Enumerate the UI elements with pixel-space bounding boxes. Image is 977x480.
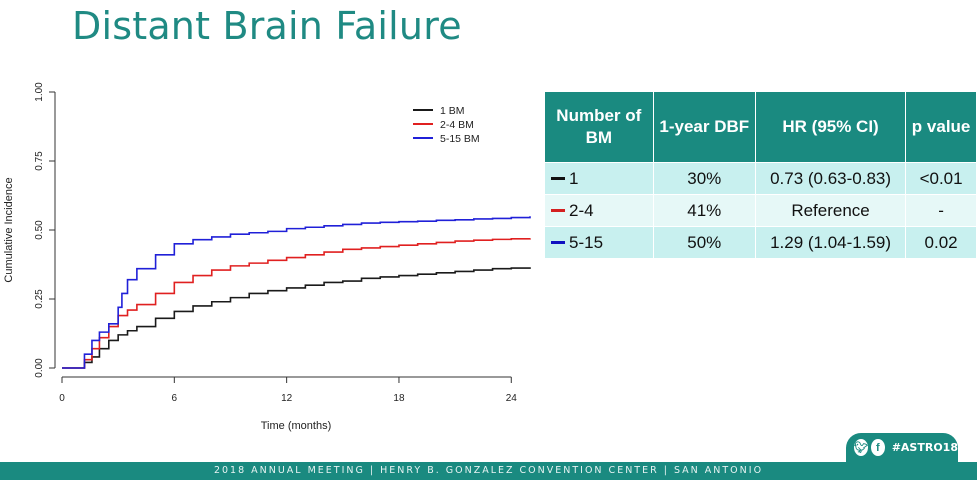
y-tick-label: 0.00 [34, 358, 45, 378]
table-row: 5-15 50% 1.29 (1.04-1.59) 0.02 [544, 226, 977, 258]
header-number-of-bm: Number of BM [544, 92, 654, 163]
p-cell: 0.02 [905, 226, 977, 258]
p-cell: - [905, 194, 977, 227]
header-p-value: p value [905, 92, 977, 163]
series-line-2 [62, 238, 531, 369]
table-row: 2-4 41% Reference - [544, 194, 977, 227]
y-axis-label: Cumulative Incidence [3, 177, 15, 282]
table-row: 1 30% 0.73 (0.63-0.83) <0.01 [544, 162, 977, 195]
series-line-1 [62, 267, 531, 369]
facebook-icon[interactable]: f [870, 439, 885, 456]
legend-label-1: 1 BM [440, 105, 465, 117]
hashtag-label: #ASTRO18 [891, 441, 958, 454]
social-badge: 🐦︎ f #ASTRO18 [846, 433, 958, 462]
hr-cell: 0.73 (0.63-0.83) [754, 162, 907, 195]
x-tick-label: 6 [172, 393, 178, 404]
group-label: 2-4 [569, 200, 594, 220]
group-label: 1 [569, 168, 579, 188]
y-tick-label: 0.75 [34, 151, 45, 171]
p-cell: <0.01 [905, 162, 977, 195]
x-tick-label: 0 [59, 393, 65, 404]
twitter-icon[interactable]: 🐦︎ [854, 439, 868, 456]
header-hr-ci: HR (95% CI) [754, 92, 907, 163]
legend-label-3: 5-15 BM [440, 133, 480, 145]
legend-swatch-icon [551, 176, 565, 180]
group-cell: 1 [544, 162, 654, 195]
legend-swatch-icon [551, 208, 565, 212]
footer-bar: 2018 ANNUAL MEETING | HENRY B. GONZALEZ … [0, 462, 977, 480]
x-tick-label: 12 [281, 393, 293, 404]
chart-series [62, 216, 531, 369]
cumulative-incidence-chart: 0 6 12 18 24 0.00 0.25 0.50 0.75 1.00 Time (months… [3, 82, 531, 432]
group-cell: 5-15 [544, 226, 654, 258]
dbf-cell: 50% [652, 226, 756, 258]
legend-swatch-icon [551, 240, 565, 244]
dbf-cell: 41% [652, 194, 756, 227]
group-label: 5-15 [569, 232, 604, 252]
legend-label-2: 2-4 BM [440, 119, 474, 131]
y-tick-label: 0.25 [34, 289, 45, 309]
results-table: Number of BM 1-year DBF HR (95% CI) p va… [544, 92, 977, 258]
dbf-cell: 30% [652, 162, 756, 195]
hr-cell: 1.29 (1.04-1.59) [754, 226, 907, 258]
y-tick-label: 1.00 [34, 82, 45, 102]
series-line-3 [62, 216, 531, 369]
group-cell: 2-4 [544, 194, 654, 227]
table-header-row: Number of BM 1-year DBF HR (95% CI) p va… [544, 92, 977, 163]
x-tick-label: 18 [393, 393, 405, 404]
slide-title: Distant Brain Failure [72, 4, 462, 48]
y-tick-label: 0.50 [34, 220, 45, 240]
header-one-year-dbf: 1-year DBF [652, 92, 756, 163]
chart-axes: 0 6 12 18 24 0.00 0.25 0.50 0.75 1.00 Time (months… [3, 82, 517, 432]
x-axis-label: Time (months) [261, 420, 332, 432]
hr-cell: Reference [754, 194, 907, 227]
x-tick-label: 24 [506, 393, 518, 404]
chart-legend: 1 BM 2-4 BM 5-15 BM [413, 105, 480, 145]
